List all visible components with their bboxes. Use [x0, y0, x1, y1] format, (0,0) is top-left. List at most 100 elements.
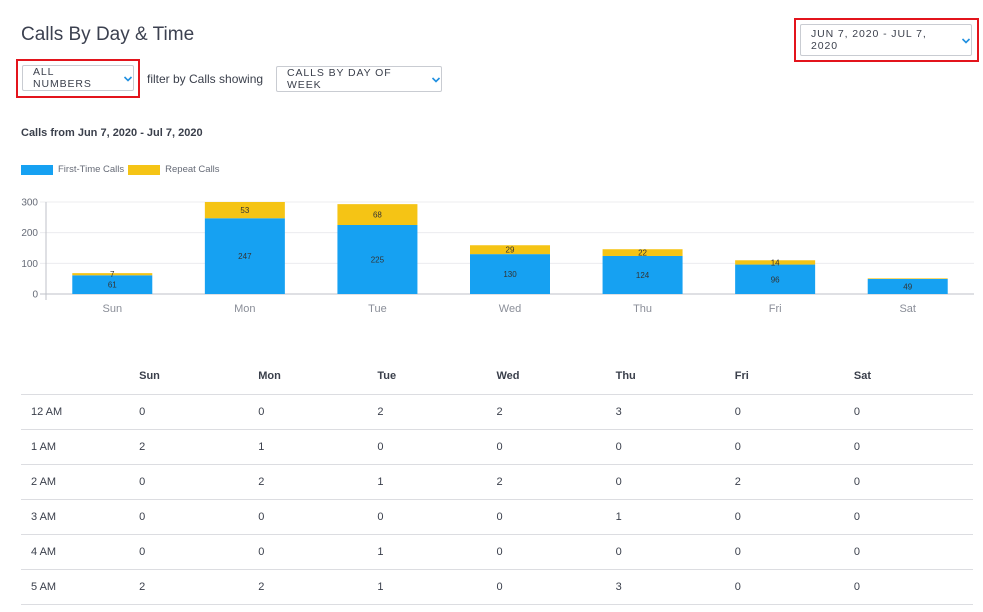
- table-header: Sat: [853, 358, 973, 395]
- count-cell: 0: [853, 394, 973, 430]
- table-header-row: Sun Mon Tue Wed Thu Fri Sat: [21, 358, 973, 395]
- data-label: 61: [108, 281, 117, 290]
- chart-legend: First-Time Calls Repeat Calls: [21, 164, 224, 175]
- table-row: 4 AM 0 0 1 0 0 0 0: [21, 534, 973, 570]
- calls-showing-label: CALLS BY DAY OF WEEK: [287, 67, 392, 91]
- numbers-dropdown-label: ALL NUMBERS: [33, 66, 92, 90]
- hour-cell: 4 AM: [21, 534, 140, 570]
- table-row: 12 AM 0 0 2 2 3 0 0: [21, 394, 973, 430]
- count-cell: 1: [258, 429, 378, 465]
- numbers-dropdown[interactable]: ALL NUMBERS: [22, 65, 134, 91]
- count-cell: 0: [853, 499, 973, 535]
- bar-segment: [867, 278, 948, 294]
- count-cell: 2: [496, 394, 616, 430]
- count-cell: 0: [853, 429, 973, 465]
- legend-label: Repeat Calls: [165, 164, 220, 175]
- count-cell: 0: [139, 464, 259, 500]
- data-label: 247: [238, 252, 252, 261]
- table-header: Tue: [377, 358, 497, 395]
- count-cell: 2: [258, 464, 378, 500]
- table-header: Sun: [139, 358, 259, 395]
- count-cell: 0: [615, 534, 735, 570]
- count-cell: 0: [615, 429, 735, 465]
- bar-segment: [204, 218, 285, 294]
- count-cell: 0: [377, 429, 497, 465]
- count-cell: 0: [734, 569, 854, 605]
- count-cell: 0: [496, 429, 616, 465]
- hour-cell: 3 AM: [21, 499, 140, 535]
- count-cell: 0: [377, 499, 497, 535]
- data-label: 96: [771, 275, 780, 284]
- chevron-down-icon: [431, 75, 441, 83]
- bar-segment: [602, 249, 683, 256]
- x-tick-label: Fri: [769, 303, 782, 315]
- table-header: Mon: [258, 358, 378, 395]
- count-cell: 0: [139, 499, 259, 535]
- calls-showing-dropdown[interactable]: CALLS BY DAY OF WEEK: [276, 66, 442, 92]
- bar-segment: [337, 204, 418, 225]
- count-cell: 3: [615, 394, 735, 430]
- count-cell: 0: [258, 534, 378, 570]
- legend-swatch: [21, 164, 53, 175]
- count-cell: 0: [853, 534, 973, 570]
- x-tick-label: Wed: [499, 303, 521, 315]
- count-cell: 2: [139, 569, 259, 605]
- bar-segment: [602, 255, 683, 294]
- count-cell: 2: [139, 429, 259, 465]
- date-range-label: JUN 7, 2020 - JUL 7, 2020: [811, 28, 927, 52]
- y-tick-label: 100: [21, 259, 38, 270]
- legend-item-repeat[interactable]: Repeat Calls: [128, 164, 220, 175]
- count-cell: 3: [615, 569, 735, 605]
- highlight-box: [16, 59, 140, 98]
- chevron-down-icon: [123, 74, 133, 82]
- y-tick-label: 200: [21, 228, 38, 239]
- count-cell: 1: [377, 534, 497, 570]
- count-cell: 0: [734, 534, 854, 570]
- table-row: 1 AM 2 1 0 0 0 0 0: [21, 429, 973, 465]
- data-label: 53: [240, 206, 249, 215]
- chart-title: Calls from Jun 7, 2020 - Jul 7, 2020: [21, 127, 203, 139]
- bar-segment: [337, 225, 418, 294]
- bar-segment: [204, 202, 285, 219]
- y-tick-label: 300: [21, 198, 38, 209]
- table-header: Thu: [615, 358, 735, 395]
- page-title: Calls By Day & Time: [21, 24, 195, 45]
- count-cell: 0: [258, 394, 378, 430]
- x-tick-label: Sat: [899, 303, 916, 315]
- count-cell: 0: [258, 499, 378, 535]
- highlight-box: [794, 18, 979, 62]
- hour-cell: 12 AM: [21, 394, 140, 430]
- legend-label: First-Time Calls: [58, 164, 125, 175]
- table-row: 3 AM 0 0 0 0 1 0 0: [21, 499, 973, 535]
- data-label: 7: [110, 270, 115, 279]
- count-cell: 0: [615, 464, 735, 500]
- data-label: 49: [903, 282, 912, 291]
- count-cell: 0: [853, 569, 973, 605]
- stacked-bar-chart: 0 100 200 300 61 7 Sun 247 53 Mon 225 68 Tue 130 29 Wed…: [21, 198, 974, 315]
- data-label: 14: [771, 258, 780, 267]
- filter-text: filter by Calls showing: [147, 72, 264, 86]
- count-cell: 0: [139, 394, 259, 430]
- table-row: 2 AM 0 2 1 2 0 2 0: [21, 464, 973, 500]
- hour-cell: 2 AM: [21, 464, 140, 500]
- count-cell: 1: [377, 569, 497, 605]
- bar-segment: [470, 254, 550, 294]
- count-cell: 0: [734, 394, 854, 430]
- x-tick-label: Mon: [234, 303, 255, 315]
- count-cell: 2: [734, 464, 854, 500]
- data-label: 29: [506, 246, 515, 255]
- x-tick-label: Sun: [102, 303, 122, 315]
- count-cell: 0: [496, 499, 616, 535]
- bar-segment: [72, 275, 153, 294]
- count-cell: 0: [734, 499, 854, 535]
- data-label: 225: [371, 256, 385, 265]
- hour-cell: 1 AM: [21, 429, 140, 465]
- date-range-picker[interactable]: JUN 7, 2020 - JUL 7, 2020: [800, 24, 972, 56]
- x-tick-label: Tue: [368, 303, 387, 315]
- count-cell: 0: [734, 429, 854, 465]
- table-header: Wed: [496, 358, 616, 395]
- legend-item-first-time[interactable]: First-Time Calls: [21, 164, 124, 175]
- count-cell: 2: [258, 569, 378, 605]
- table-header: [21, 358, 140, 395]
- table-row: 5 AM 2 2 1 0 3 0 0: [21, 569, 973, 605]
